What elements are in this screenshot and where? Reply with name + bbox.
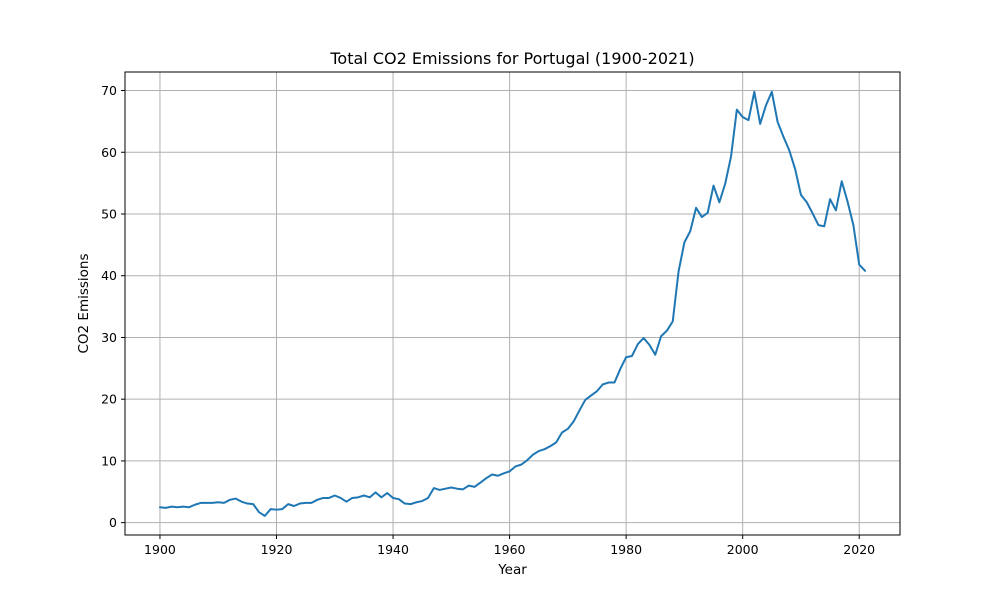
- x-tick-label: 1940: [377, 542, 409, 557]
- y-tick-label: 30: [101, 330, 117, 345]
- x-axis-label: Year: [497, 562, 527, 578]
- x-tick-label: 1900: [144, 542, 176, 557]
- x-tick-label: 2020: [843, 542, 875, 557]
- x-tick-label: 1920: [261, 542, 293, 557]
- tick-marks: [121, 90, 860, 539]
- series-line: [158, 90, 867, 517]
- y-tick-label: 10: [101, 453, 117, 468]
- chart-title: Total CO2 Emissions for Portugal (1900-2…: [329, 49, 694, 68]
- y-tick-label: 40: [101, 268, 117, 283]
- axes-frame: [124, 71, 901, 536]
- x-tick-label: 2000: [727, 542, 759, 557]
- plot-area: [158, 90, 867, 517]
- x-tick-label: 1980: [610, 542, 642, 557]
- y-tick-label: 50: [101, 206, 117, 221]
- grid-lines: [125, 72, 900, 535]
- y-axis-label: CO2 Emissions: [76, 253, 92, 353]
- y-tick-label: 60: [101, 145, 117, 160]
- y-tick-label: 0: [109, 515, 117, 530]
- x-tick-label: 1960: [494, 542, 526, 557]
- y-tick-label: 70: [101, 83, 117, 98]
- y-tick-label: 20: [101, 392, 117, 407]
- tick-labels: 1900 1920 1940 1960 1980 2000 2020 0 10 20 30 40 50 6…: [101, 83, 875, 557]
